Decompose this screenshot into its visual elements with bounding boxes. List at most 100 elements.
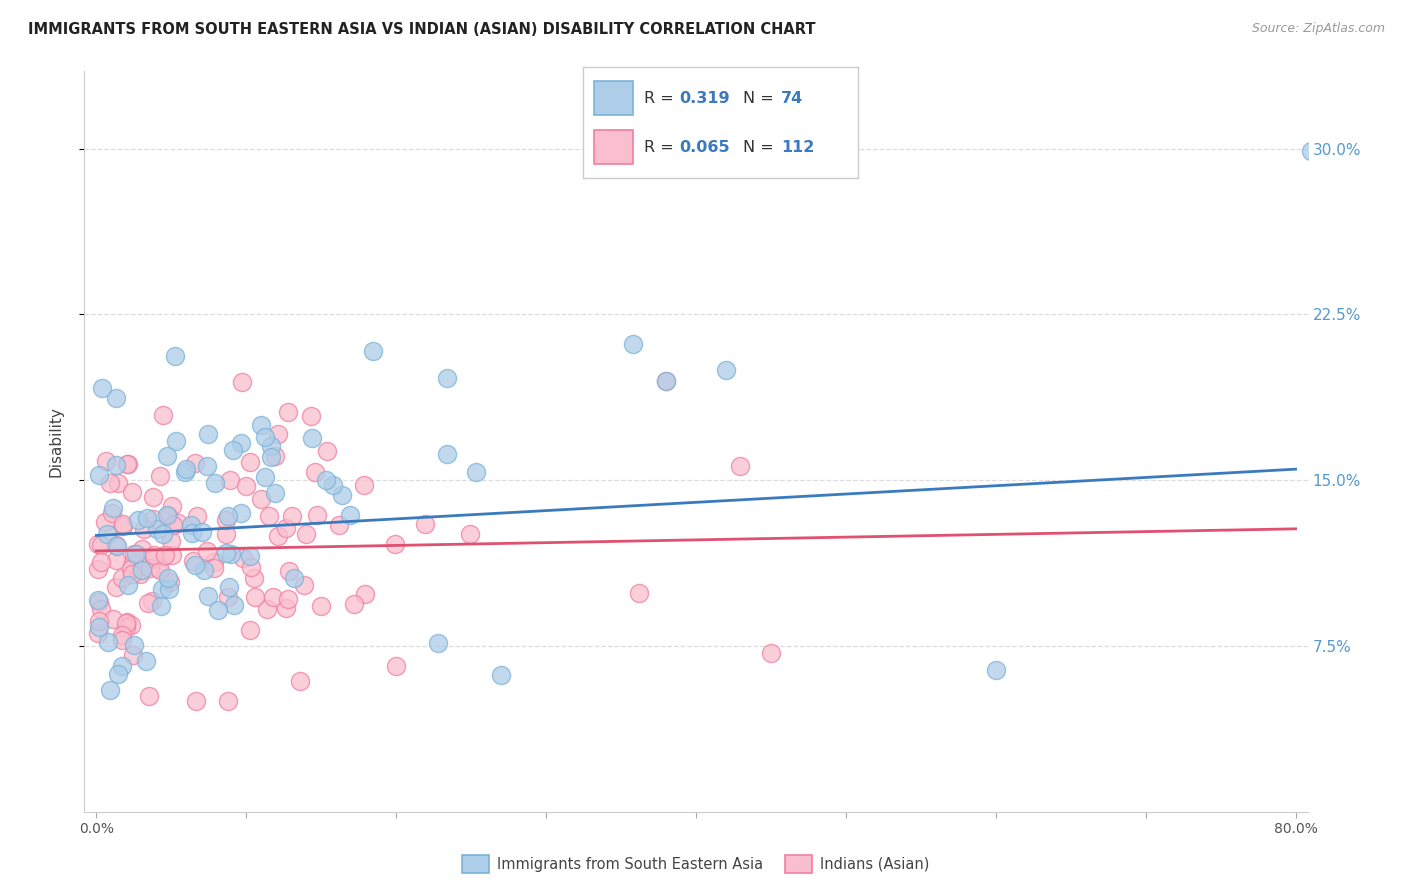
Point: [239, 623, 262, 637]
Point: [222, 598, 245, 612]
Point: [184, 456, 207, 470]
Point: [292, 578, 315, 592]
Point: [157, 508, 180, 523]
Point: [111, 517, 134, 532]
Point: [465, 465, 488, 479]
Point: [156, 449, 179, 463]
Point: [353, 586, 375, 600]
Point: [90, 538, 112, 552]
Text: 74: 74: [780, 91, 803, 105]
Point: [184, 694, 207, 708]
Point: [984, 663, 1007, 677]
Point: [207, 603, 229, 617]
Point: [163, 349, 186, 363]
Point: [301, 431, 323, 445]
Point: [218, 590, 240, 604]
Point: [101, 612, 124, 626]
Point: [103, 500, 125, 515]
Point: [104, 458, 127, 473]
Point: [243, 571, 266, 585]
Point: [231, 375, 253, 389]
Point: [127, 513, 149, 527]
Point: [231, 436, 253, 450]
Point: [89, 595, 111, 609]
Text: R =: R =: [644, 91, 679, 105]
Point: [250, 491, 273, 506]
Point: [156, 508, 179, 523]
Point: [180, 526, 202, 541]
Point: [305, 508, 328, 523]
Bar: [595, 130, 633, 164]
Point: [105, 391, 128, 405]
Point: [121, 648, 143, 662]
Point: [254, 430, 277, 444]
Point: [295, 527, 318, 541]
Point: [202, 556, 225, 570]
Point: [253, 469, 276, 483]
Point: [315, 473, 337, 487]
Point: [87, 537, 110, 551]
Point: [110, 627, 132, 641]
Point: [159, 533, 181, 548]
Point: [343, 597, 366, 611]
Point: [87, 614, 110, 628]
Point: [149, 468, 172, 483]
Point: [353, 478, 375, 492]
Point: [259, 439, 281, 453]
Point: [264, 485, 287, 500]
Point: [339, 508, 361, 522]
Point: [714, 362, 737, 376]
Point: [157, 571, 180, 585]
Point: [229, 506, 252, 520]
Point: [264, 449, 287, 463]
Point: [135, 654, 157, 668]
Point: [315, 444, 337, 458]
Point: [110, 632, 132, 647]
Point: [121, 567, 143, 582]
Point: [361, 343, 384, 358]
Point: [91, 381, 114, 395]
Point: [104, 581, 127, 595]
Point: [183, 554, 205, 568]
Point: [239, 549, 262, 563]
Point: [214, 513, 236, 527]
Point: [131, 541, 153, 556]
Point: [152, 527, 174, 541]
Legend: Immigrants from South Eastern Asia, Indians (Asian): Immigrants from South Eastern Asia, Indi…: [457, 849, 935, 879]
Point: [276, 521, 298, 535]
Point: [197, 459, 219, 474]
Point: [655, 374, 678, 388]
Point: [328, 517, 350, 532]
Point: [89, 555, 111, 569]
Point: [90, 601, 112, 615]
Point: [117, 457, 139, 471]
Point: [260, 450, 283, 464]
Point: [157, 582, 180, 597]
Point: [458, 527, 481, 541]
Y-axis label: Disability: Disability: [49, 406, 63, 477]
Point: [413, 517, 436, 532]
Point: [759, 646, 782, 660]
Point: [215, 526, 238, 541]
Point: [243, 590, 266, 604]
Bar: [595, 81, 633, 115]
Point: [728, 458, 751, 473]
Text: N =: N =: [742, 140, 779, 154]
Point: [330, 488, 353, 502]
Point: [162, 548, 184, 562]
Point: [159, 574, 181, 589]
Point: [132, 522, 155, 536]
Point: [105, 538, 128, 552]
Point: [107, 667, 129, 681]
Point: [436, 371, 458, 385]
Point: [100, 506, 122, 520]
Point: [204, 476, 226, 491]
Point: [1299, 144, 1322, 158]
Point: [125, 547, 148, 561]
Point: [100, 683, 122, 698]
Point: [105, 539, 128, 553]
Text: IMMIGRANTS FROM SOUTH EASTERN ASIA VS INDIAN (ASIAN) DISABILITY CORRELATION CHAR: IMMIGRANTS FROM SOUTH EASTERN ASIA VS IN…: [28, 22, 815, 37]
Point: [217, 508, 239, 523]
Point: [142, 490, 165, 504]
Point: [142, 511, 165, 525]
